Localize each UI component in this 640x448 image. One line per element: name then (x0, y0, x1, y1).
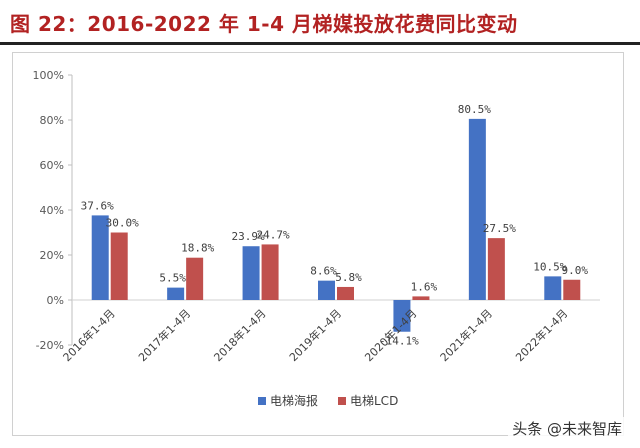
bar-lcd (337, 286, 354, 300)
data-label: 10.5% (533, 260, 566, 273)
x-tick-label: 2016年1-4月 (60, 306, 118, 364)
chart-frame (12, 52, 624, 436)
data-label: 5.5% (159, 272, 186, 285)
x-tick-label: 2017年1-4月 (135, 306, 193, 364)
x-tick-label: 2018年1-4月 (211, 306, 269, 364)
x-tick-label: 2021年1-4月 (437, 306, 495, 364)
bar-poster (318, 280, 335, 300)
y-tick-label: 0% (47, 294, 64, 307)
data-label: 5.8% (335, 271, 362, 284)
watermark: 头条 @未来智库 (508, 417, 626, 440)
data-label: 30.0% (106, 217, 139, 230)
y-tick-label: 20% (40, 249, 64, 262)
bar-lcd (487, 238, 505, 300)
bar-poster (242, 246, 260, 300)
data-label: 23.9% (232, 230, 265, 243)
bar-poster (393, 300, 411, 332)
data-label: 27.5% (483, 222, 516, 235)
y-tick-label: 40% (40, 204, 64, 217)
y-tick-label: 80% (40, 114, 64, 127)
figure-title: 图 22：2016-2022 年 1-4 月梯媒投放花费同比变动 (10, 12, 518, 36)
bar-poster (167, 287, 185, 300)
data-label: 80.5% (458, 103, 491, 116)
legend-label: 电梯海报 (270, 393, 318, 408)
data-label: 9.0% (562, 264, 589, 277)
data-label: 8.6% (310, 265, 337, 278)
bar-poster (91, 215, 109, 300)
x-tick-label: 2019年1-4月 (286, 306, 344, 364)
bar-poster (544, 276, 562, 300)
data-label: 18.8% (181, 242, 214, 255)
data-label: -14.1% (379, 335, 419, 348)
legend-swatch (258, 397, 266, 405)
bar-poster (468, 118, 486, 300)
data-label: 24.7% (257, 228, 290, 241)
x-tick-label: 2022年1-4月 (512, 306, 570, 364)
data-label: 1.6% (411, 280, 438, 293)
bar-lcd (563, 279, 581, 300)
legend-swatch (338, 397, 346, 405)
data-label: 37.6% (81, 199, 114, 212)
bar-lcd (412, 296, 430, 300)
title-rule (0, 42, 640, 45)
y-tick-label: -20% (36, 339, 64, 352)
bar-lcd (110, 232, 128, 300)
y-tick-label: 60% (40, 159, 64, 172)
bar-lcd (186, 257, 204, 300)
legend-label: 电梯LCD (350, 394, 398, 408)
bar-lcd (261, 244, 279, 300)
y-tick-label: 100% (33, 69, 64, 82)
